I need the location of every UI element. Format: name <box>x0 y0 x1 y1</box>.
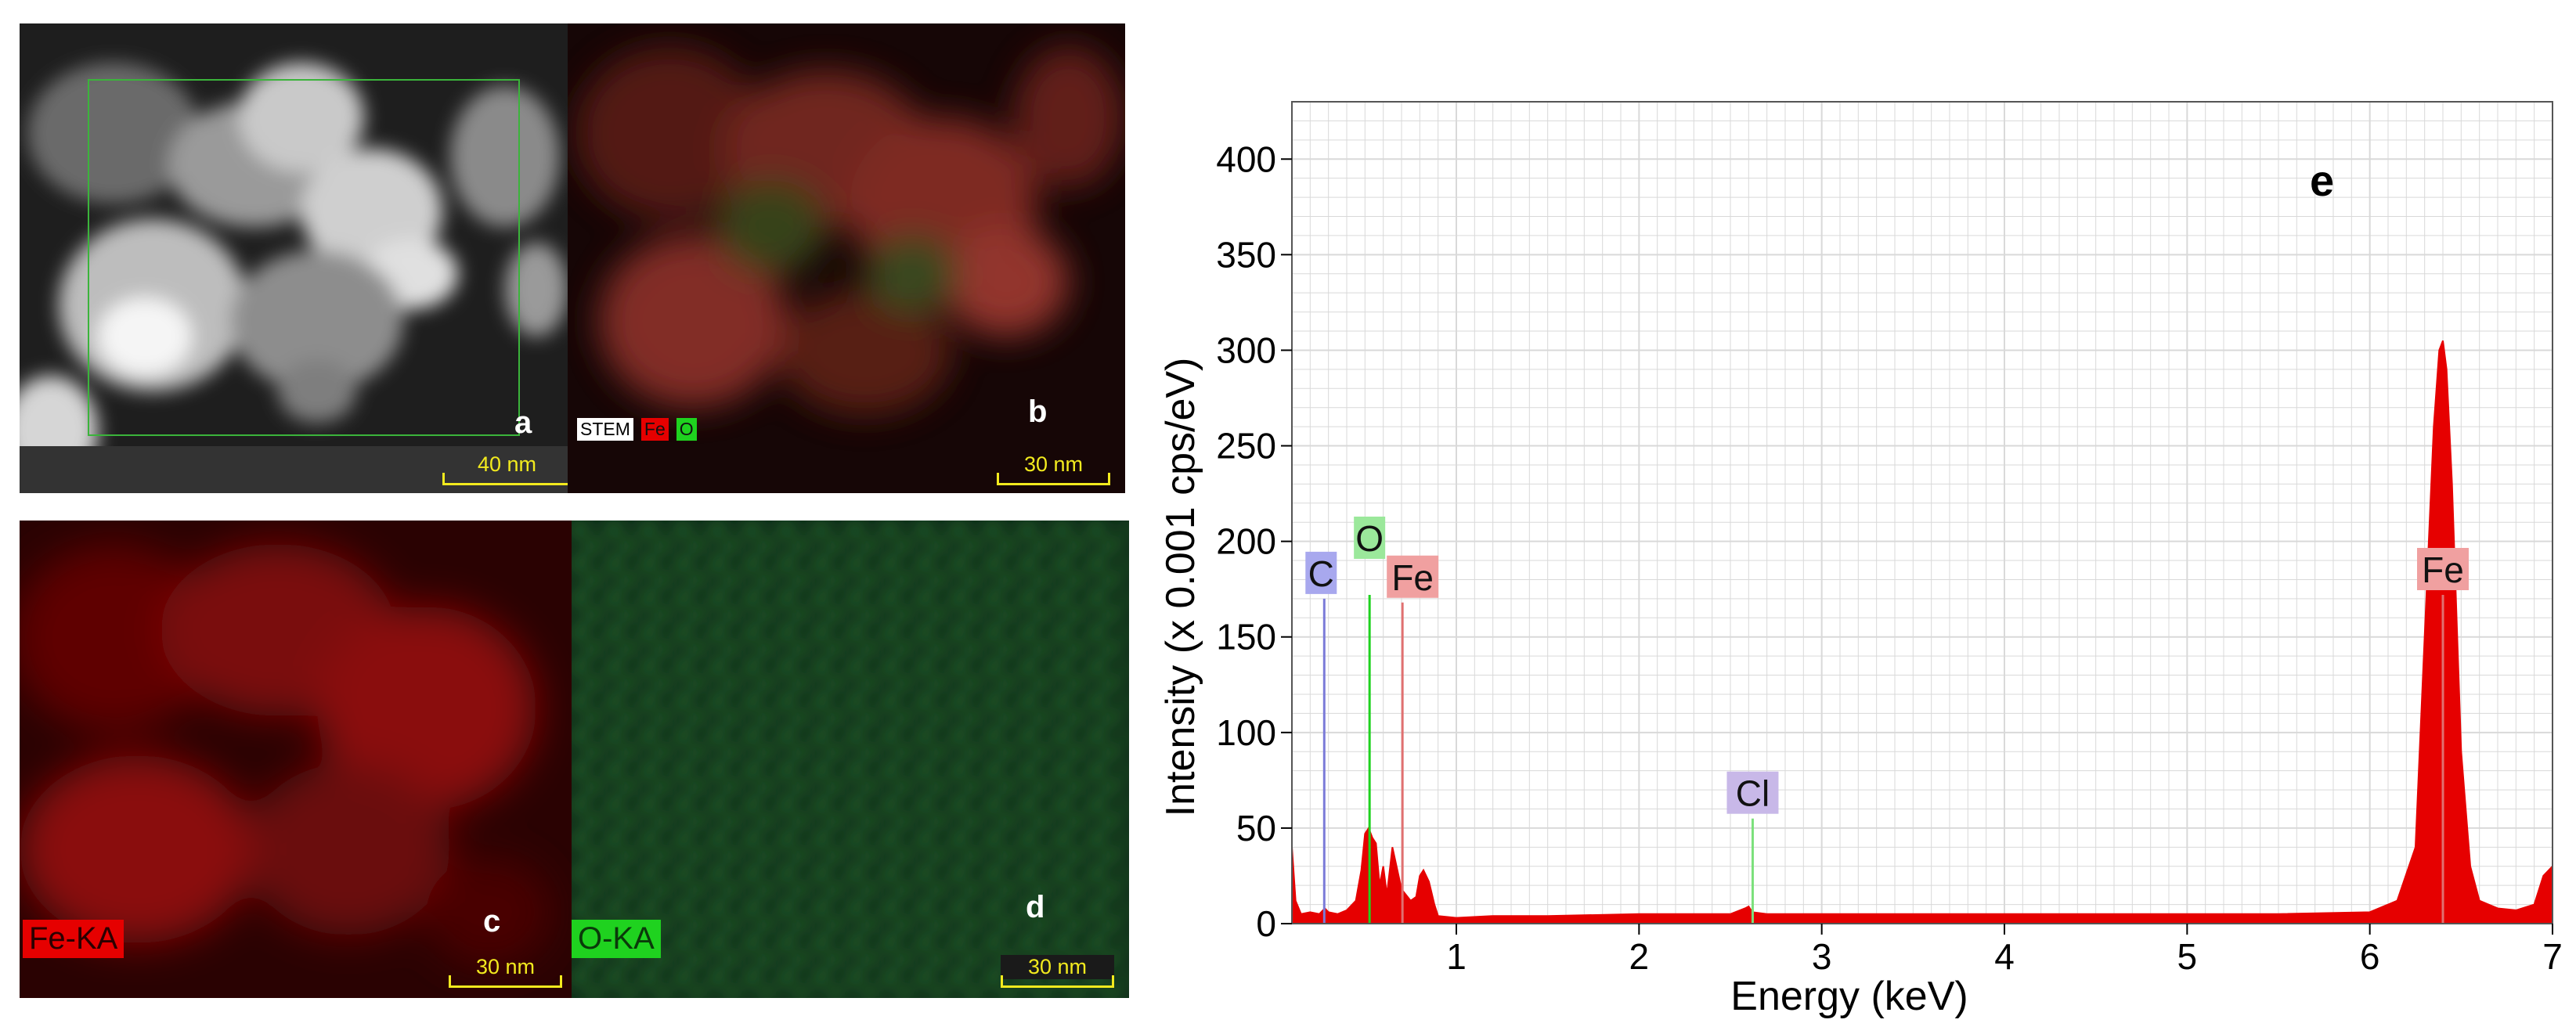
panel-b-overlay-map: STEM Fe O b 30 nm <box>568 23 1125 493</box>
scale-bar-a: 40 nm <box>442 452 568 485</box>
o-map-image <box>572 521 1129 998</box>
stem-image <box>20 23 568 493</box>
peak-label-fe: Fe <box>1391 557 1434 598</box>
o-ka-badge: O-KA <box>572 920 661 958</box>
scale-bar-d: 30 nm <box>1001 955 1114 988</box>
legend-o: O <box>676 418 697 441</box>
y-tick-label: 300 <box>1216 330 1276 370</box>
y-tick-label: 250 <box>1216 426 1276 467</box>
peak-label-c: C <box>1308 553 1334 594</box>
y-axis-title: Intensity (x 0.001 cps/eV) <box>1158 358 1203 817</box>
x-tick-label: 4 <box>1994 936 2015 977</box>
chart-grid <box>1291 101 2553 924</box>
panel-a-stem-image: a 40 nm <box>20 23 568 493</box>
panel-c-fe-map: Fe-KA c 30 nm <box>20 521 572 998</box>
scale-bar-d-label: 30 nm <box>1001 955 1114 979</box>
overlay-image <box>568 23 1125 493</box>
panel-e-eds-spectrum: C O Fe Cl Fe 0 50 100 150 200 250 300 350 400 1 2 3 4 5 6 7… <box>1127 78 2576 1034</box>
spectrum-series <box>1291 340 2553 924</box>
y-tick-label: 100 <box>1216 712 1276 753</box>
x-tick-label: 2 <box>1629 936 1650 977</box>
panel-label-c: c <box>483 904 501 939</box>
scale-bar-b: 30 nm <box>997 452 1110 485</box>
peak-label-fe: Fe <box>2422 549 2464 590</box>
overlay-legend: STEM Fe O <box>577 418 705 441</box>
peak-label-bg-fe <box>1387 555 1439 598</box>
y-tick-label: 50 <box>1236 808 1276 848</box>
legend-fe: Fe <box>640 418 669 441</box>
peak-label-bg-o <box>1354 517 1386 559</box>
scale-bar-b-label: 30 nm <box>1023 452 1084 476</box>
fe-map-image <box>20 521 572 998</box>
x-tick-label: 7 <box>2542 936 2563 977</box>
scale-bar-c-label: 30 nm <box>475 955 536 978</box>
panel-label-e: e <box>2310 156 2334 205</box>
chart-axes: 0 50 100 150 200 250 300 350 400 1 2 3 4 5 6 7 <box>1216 101 2563 977</box>
scale-bar-a-label: 40 nm <box>477 452 537 476</box>
panel-label-b: b <box>1028 395 1048 429</box>
panel-label-a: a <box>514 405 532 440</box>
plot-frame <box>1291 101 2553 924</box>
panel-d-o-map: O-KA d 30 nm <box>572 521 1129 998</box>
fe-ka-badge: Fe-KA <box>23 920 124 958</box>
panel-label-d: d <box>1026 890 1045 924</box>
y-tick-label: 350 <box>1216 234 1276 275</box>
y-tick-label: 200 <box>1216 521 1276 562</box>
y-tick-label: 0 <box>1256 903 1276 944</box>
peak-label-o: O <box>1355 518 1384 559</box>
peak-label-cl: Cl <box>1736 773 1770 814</box>
chart-series <box>1291 340 2553 924</box>
x-tick-label: 1 <box>1446 936 1467 977</box>
x-axis-title: Energy (keV) <box>1730 974 1968 1019</box>
peak-label-bg-fe <box>2417 548 2469 590</box>
y-tick-label: 400 <box>1216 139 1276 179</box>
scale-bar-c: 30 nm <box>449 955 562 988</box>
peak-label-bg-cl <box>1726 771 1779 814</box>
legend-stem: STEM <box>577 418 633 441</box>
y-tick-label: 150 <box>1216 617 1276 658</box>
roi-box <box>88 79 520 436</box>
peak-label-bg-c <box>1305 551 1337 594</box>
x-tick-label: 5 <box>2177 936 2198 977</box>
x-tick-label: 3 <box>1812 936 1832 977</box>
x-tick-label: 6 <box>2360 936 2380 977</box>
